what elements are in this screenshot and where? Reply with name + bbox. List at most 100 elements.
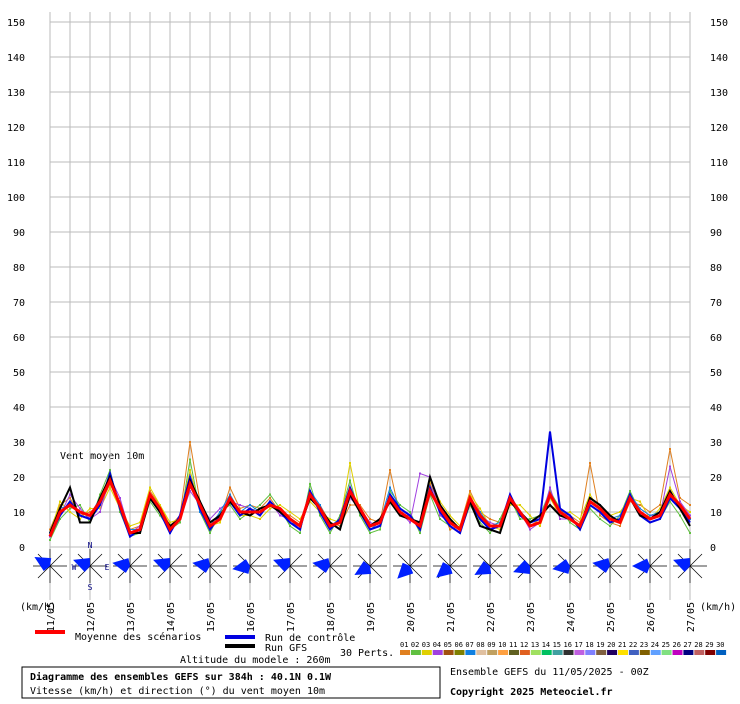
point [309,500,311,503]
x-tick-label: 22/05 [486,602,497,632]
point [439,514,441,517]
x-tick-label: 20/05 [406,602,417,632]
point [279,514,281,517]
point [129,525,131,527]
point [469,504,471,506]
point [649,514,651,517]
wind-rose [232,559,250,574]
y-unit-right: (km/h) [700,602,736,613]
pert-swatch [585,650,596,655]
pert-swatch [628,650,639,655]
point [409,521,411,524]
point [669,486,671,489]
point [629,490,631,492]
rose-spoke [369,553,383,567]
rose-spoke [209,553,223,567]
pert-label: 17 [574,641,582,649]
point [149,486,151,489]
y-tick-label: 10 [13,508,25,519]
point [399,504,401,506]
point [689,532,691,534]
point [499,518,501,520]
rose-spoke [209,565,223,579]
pert-swatch [683,650,694,655]
legend-label: Moyenne des scénarios [75,631,201,643]
point [539,525,541,527]
rose-spoke [609,553,623,567]
rose-spoke [369,565,383,579]
point [439,500,441,503]
point [139,521,141,524]
y-tick-label: 0 [19,543,25,554]
point [189,490,191,492]
point [589,507,591,510]
point [419,472,421,475]
point [289,525,291,527]
pert-swatch [541,650,552,655]
point [179,521,181,524]
point [69,511,71,513]
point [419,532,421,534]
point [579,518,581,520]
pert-label: 08 [476,641,484,649]
point [289,511,291,513]
chart-title: Diagramme des ensembles GEFS sur 384h : … [30,671,332,683]
y-tick-label-right: 40 [710,403,722,414]
wind-rose [673,558,690,573]
pert-swatch [672,650,683,655]
rose-spoke [689,565,703,579]
point [499,528,501,531]
rose-spoke [409,565,423,579]
pert-swatch [476,650,487,655]
copyright: Copyright 2025 Meteociel.fr [450,686,613,698]
rose-spoke [37,565,51,579]
pert-swatch [661,650,672,655]
x-tick-label: 18/05 [326,602,337,632]
point [189,458,191,461]
point [159,504,161,506]
pert-swatch [454,650,465,655]
pert-swatch [607,650,618,655]
point [249,504,251,506]
point [339,514,341,517]
pert-swatch [519,650,530,655]
point [549,486,551,489]
point [169,521,171,524]
pert-swatch [716,650,727,655]
x-tick-label: 14/05 [166,602,177,632]
y-tick-label-right: 30 [710,438,722,449]
x-tick-label: 16/05 [246,602,257,632]
pert-label: 16 [564,641,572,649]
point [509,504,511,506]
point [119,511,121,513]
pert-label: 13 [531,641,539,649]
point [319,514,321,517]
point [389,490,391,492]
x-tick-label: 24/05 [566,602,577,632]
point [559,518,561,520]
y-tick-label-right: 140 [710,53,728,64]
point [439,518,441,520]
point [289,514,291,517]
pert-swatch [400,650,410,655]
subtitle: Vitesse (km/h) et direction (°) du vent … [30,686,325,697]
pert-swatch [498,650,509,655]
point [569,511,571,513]
point [689,511,691,513]
point [529,528,531,531]
x-tick-label: 13/05 [126,602,137,632]
rose-spoke [129,565,143,579]
point [69,493,71,496]
rose-spoke [89,565,103,579]
pert-label: 03 [422,641,430,649]
point [639,507,641,510]
x-tick-label: 21/05 [446,602,457,632]
pert-label: 21 [618,641,626,649]
pert-label: 30 [716,641,724,649]
wind-rose [34,557,52,572]
point [349,479,351,482]
point [599,514,601,517]
rose-spoke [489,565,503,579]
pert-swatch [465,650,476,655]
rose-spoke [689,553,703,567]
